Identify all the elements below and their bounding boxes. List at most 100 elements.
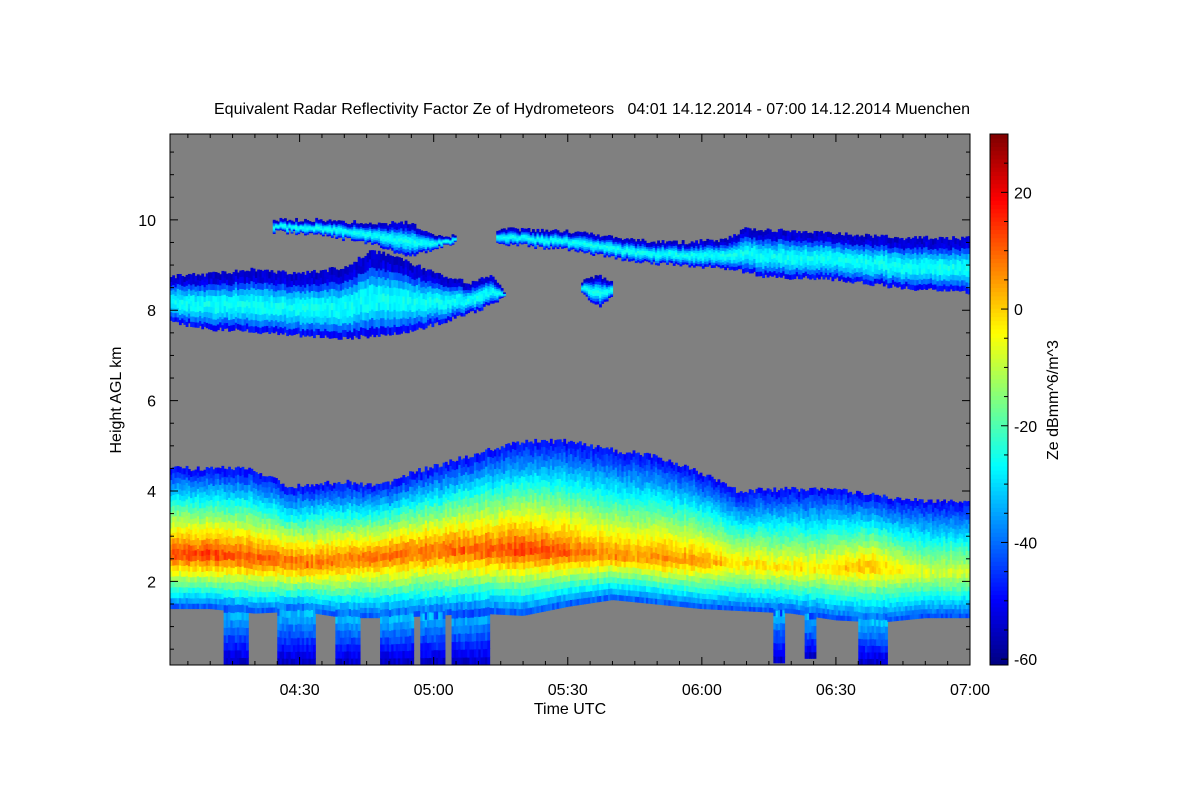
reflectivity-cell: [359, 591, 363, 598]
reflectivity-cell: [270, 549, 274, 556]
reflectivity-cell: [248, 467, 252, 474]
reflectivity-cell: [330, 545, 334, 552]
reflectivity-cell: [178, 477, 182, 484]
reflectivity-cell: [295, 624, 298, 632]
reflectivity-cell: [288, 596, 292, 604]
reflectivity-cell: [328, 484, 332, 490]
reflectivity-cell: [422, 493, 426, 502]
reflectivity-cell: [413, 539, 417, 546]
reflectivity-cell: [219, 478, 222, 486]
reflectivity-cell: [424, 558, 428, 567]
reflectivity-cell: [172, 575, 176, 582]
reflectivity-cell: [324, 517, 328, 524]
reflectivity-cell: [395, 514, 399, 523]
reflectivity-cell: [205, 537, 209, 544]
reflectivity-cell: [335, 581, 339, 589]
reflectivity-cell: [221, 565, 225, 572]
reflectivity-cell: [263, 596, 267, 603]
reflectivity-cell: [230, 657, 234, 665]
reflectivity-cell: [190, 508, 193, 514]
reflectivity-cell: [422, 605, 426, 614]
reflectivity-cell: [230, 559, 234, 568]
reflectivity-cell: [170, 581, 173, 588]
reflectivity-cell: [286, 596, 290, 605]
reflectivity-cell: [366, 514, 370, 521]
reflectivity-cell: [228, 512, 231, 521]
reflectivity-cell: [201, 587, 205, 594]
reflectivity-cell: [310, 553, 314, 562]
reflectivity-cell: [223, 529, 227, 538]
reflectivity-cell: [344, 644, 348, 652]
reflectivity-cell: [185, 493, 189, 500]
reflectivity-cell: [420, 583, 424, 592]
reflectivity-cell: [272, 560, 276, 567]
reflectivity-cell: [377, 571, 381, 578]
reflectivity-cell: [190, 566, 193, 573]
reflectivity-cell: [272, 498, 276, 504]
reflectivity-cell: [402, 518, 406, 527]
reflectivity-cell: [319, 603, 323, 610]
reflectivity-cell: [290, 617, 294, 625]
reflectivity-cell: [268, 575, 272, 582]
reflectivity-cell: [319, 483, 323, 489]
reflectivity-cell: [346, 536, 350, 545]
reflectivity-cell: [380, 609, 383, 617]
reflectivity-cell: [326, 589, 330, 595]
reflectivity-cell: [339, 532, 343, 541]
reflectivity-cell: [411, 553, 415, 562]
reflectivity-cell: [301, 651, 305, 659]
reflectivity-cell: [288, 555, 292, 563]
reflectivity-cell: [194, 571, 198, 578]
reflectivity-cell: [248, 573, 252, 580]
reflectivity-cell: [355, 518, 359, 527]
reflectivity-cell: [299, 555, 303, 563]
reflectivity-cell: [371, 612, 374, 619]
reflectivity-cell: [241, 588, 245, 598]
reflectivity-cell: [402, 591, 406, 600]
reflectivity-cell: [386, 643, 390, 652]
reflectivity-cell: [411, 471, 415, 480]
reflectivity-cell: [283, 541, 287, 550]
reflectivity-cell: [272, 586, 276, 592]
reflectivity-cell: [337, 510, 341, 518]
reflectivity-cell: [199, 518, 202, 525]
reflectivity-cell: [362, 552, 366, 558]
reflectivity-cell: [266, 513, 269, 519]
reflectivity-cell: [263, 523, 267, 530]
reflectivity-cell: [301, 548, 305, 557]
reflectivity-cell: [388, 616, 392, 624]
reflectivity-cell: [306, 623, 310, 631]
reflectivity-cell: [395, 529, 399, 537]
reflectivity-cell: [254, 493, 258, 500]
reflectivity-cell: [420, 546, 424, 555]
reflectivity-cell: [223, 468, 227, 477]
reflectivity-cell: [397, 650, 401, 659]
reflectivity-cell: [424, 550, 428, 559]
reflectivity-cell: [203, 603, 207, 610]
reflectivity-cell: [362, 567, 366, 573]
reflectivity-cell: [237, 497, 240, 506]
reflectivity-cell: [288, 617, 292, 625]
reflectivity-cell: [304, 658, 307, 665]
reflectivity-cell: [295, 556, 298, 564]
reflectivity-cell: [170, 587, 173, 593]
reflectivity-cell: [326, 547, 330, 554]
reflectivity-cell: [375, 494, 379, 500]
reflectivity-cell: [415, 605, 419, 612]
reflectivity-cell: [232, 657, 236, 665]
reflectivity-cell: [254, 585, 258, 592]
reflectivity-cell: [174, 603, 178, 610]
reflectivity-cell: [263, 518, 267, 525]
reflectivity-cell: [310, 532, 314, 541]
reflectivity-cell: [315, 513, 319, 520]
reflectivity-cell: [295, 542, 298, 551]
reflectivity-cell: [406, 497, 410, 506]
reflectivity-cell: [176, 504, 180, 511]
reflectivity-cell: [310, 651, 314, 659]
reflectivity-cell: [400, 643, 403, 652]
reflectivity-cell: [178, 472, 182, 479]
reflectivity-cell: [279, 616, 283, 624]
reflectivity-cell: [292, 651, 296, 659]
reflectivity-cell: [366, 586, 370, 593]
reflectivity-cell: [393, 593, 397, 602]
